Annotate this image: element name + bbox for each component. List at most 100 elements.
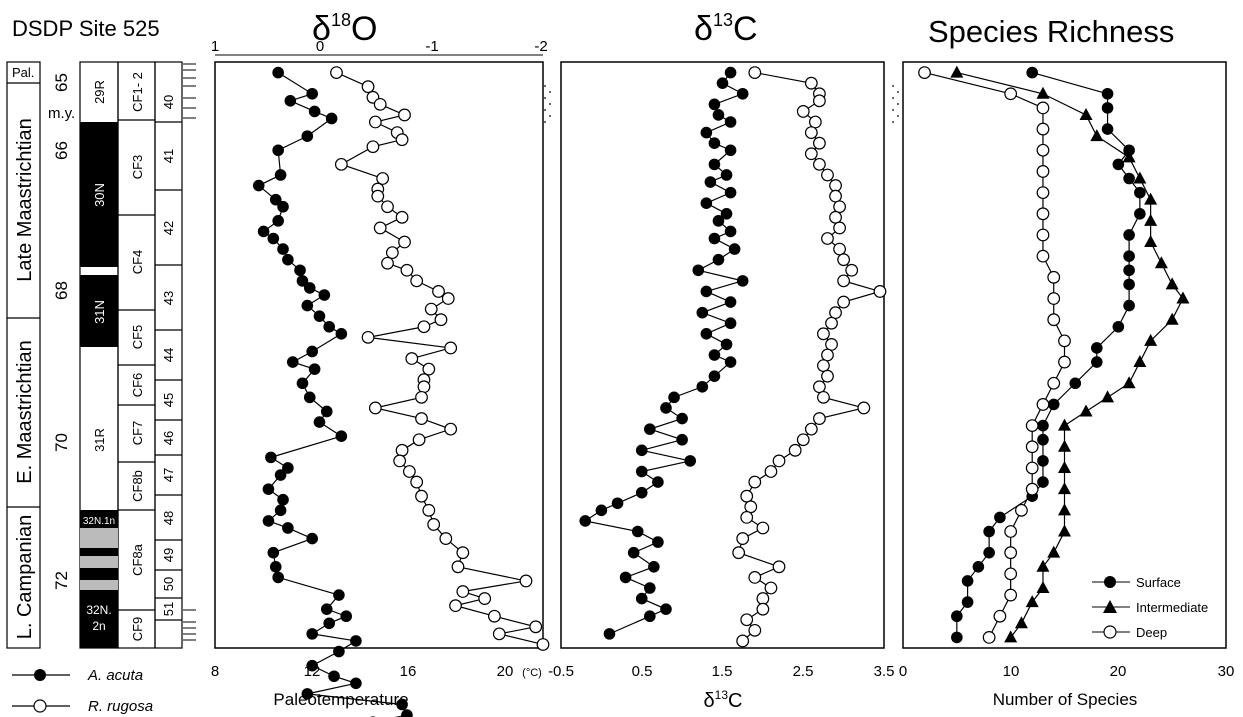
data-point [415,412,428,425]
o18-top-tick: 0 [316,38,324,55]
data-point [1101,390,1115,403]
data-point [724,317,737,330]
data-point [813,94,826,108]
data-point [1144,213,1158,226]
data-point [716,77,729,89]
data-point [1101,123,1114,135]
data-point [821,168,834,182]
data-point [1037,433,1049,446]
data-point [704,176,717,188]
data-point [1079,107,1093,120]
core-label: 40 [161,95,176,109]
c13-plot [579,66,887,648]
c13-title: δ13C [694,10,758,48]
data-point [373,97,387,111]
age-ticks: 65 66 68 70 72 [52,73,71,590]
data-point [1036,398,1050,411]
o18-top-tick: -2 [534,38,547,55]
data-point [373,221,387,235]
c13-panel-frame [560,61,885,649]
data-point [1036,228,1050,242]
data-point [736,275,749,287]
age-tick: 70 [52,433,71,452]
data-point [1101,87,1114,100]
data-point [652,536,664,548]
data-point [720,338,733,351]
data-point [813,157,826,171]
data-point [1036,165,1050,178]
data-point [1014,616,1028,629]
magnetochron-blocks [80,122,118,648]
data-point [857,401,871,415]
core-label: 42 [161,221,176,235]
data-point [764,581,778,595]
o18-top-tick: 1 [211,38,219,55]
age-tick: 65 [52,73,71,92]
data-point [1165,277,1179,290]
biozone-label: CF8b [130,470,145,502]
data-point [529,620,543,634]
data-point [1036,101,1050,115]
data-point [257,225,270,238]
data-point [301,130,314,142]
data-point [748,475,762,489]
data-point [284,95,297,107]
data-point [306,659,318,672]
data-point [267,232,280,245]
data-point [1037,419,1049,432]
data-point [415,390,428,404]
data-point [1036,207,1050,221]
data-point [1036,122,1050,136]
c13-tick: 0.5 [632,663,653,680]
data-point [796,105,810,118]
c13-xlabel: δ13C [704,688,743,712]
data-point [950,65,964,78]
data-point [993,609,1007,623]
data-point [732,546,746,560]
magnetochron-labels: 29R 30N 31N 31R 32N.1n 32N. 2n [83,80,115,633]
data-point [398,108,411,122]
biozone-label: CF8a [130,543,145,576]
data-point [410,274,424,288]
data-point [772,560,786,574]
data-point [951,631,963,644]
data-point [1123,229,1135,241]
data-point [1091,342,1103,354]
core-label: 41 [161,149,176,163]
data-point [829,306,842,320]
data-point [272,215,284,227]
data-point [306,628,318,640]
data-point [488,609,501,623]
c13-bottom-axis: -0.5 0.5 1.5 2.5 3.5 δ13C [548,663,894,712]
data-point [804,147,818,161]
data-point [417,380,431,394]
data-point [708,349,721,361]
legend-surface: Surface [1136,575,1181,590]
legend-deep: Deep [1136,625,1167,640]
data-point [405,352,419,365]
data-point [724,116,737,128]
data-point [320,405,333,418]
data-point [313,310,326,322]
data-point [366,140,380,154]
data-point [400,263,414,277]
c13-tick: 2.5 [793,663,814,680]
species-legend: A. acuta R. rugosa [12,667,153,715]
data-point [825,338,838,351]
data-point [813,412,826,425]
data-point [692,264,705,277]
data-point [296,275,309,287]
data-point [492,627,506,641]
core-label: 45 [161,393,176,407]
chron-label: 30N [92,183,107,207]
data-point [756,521,770,535]
data-point [700,328,713,340]
series-line-deep [924,72,1066,638]
biozone-label: CF3 [130,155,145,180]
data-point [335,430,348,442]
data-point [1123,250,1135,262]
data-point [294,264,306,277]
data-point [432,285,445,298]
data-point [296,377,309,390]
